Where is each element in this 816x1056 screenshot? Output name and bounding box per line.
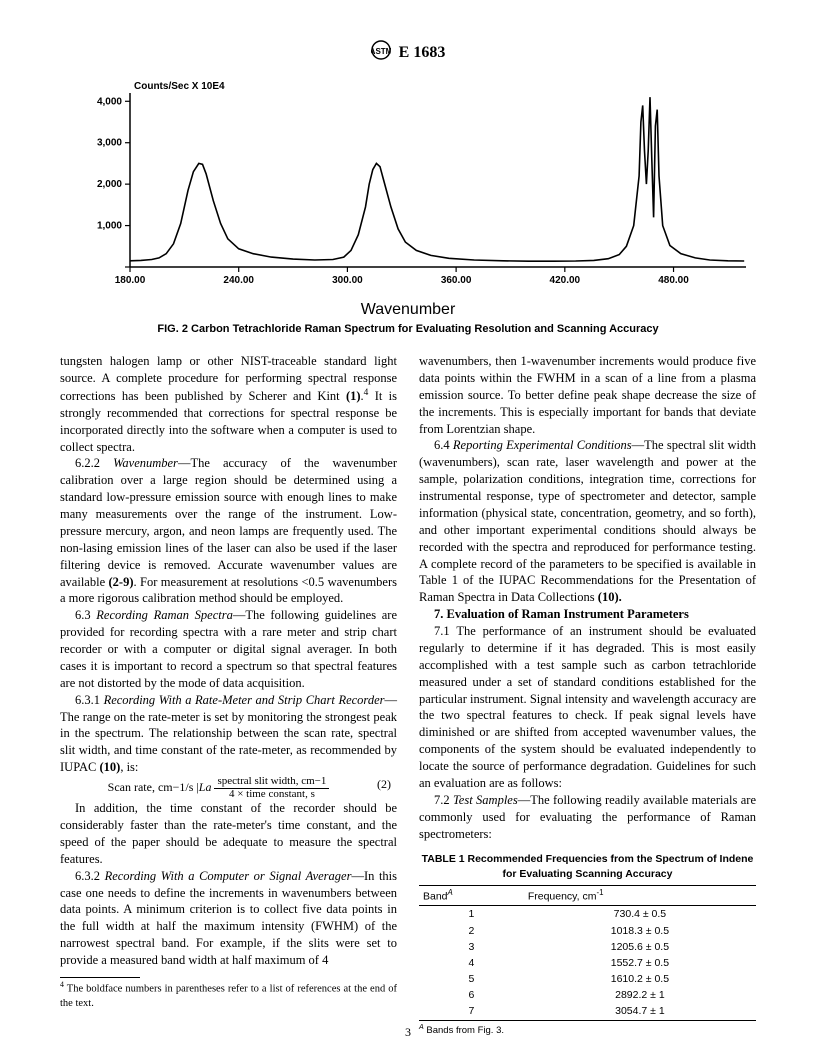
- svg-text:2,000: 2,000: [97, 179, 122, 190]
- figure-caption: FIG. 2 Carbon Tetrachloride Raman Spectr…: [60, 322, 756, 337]
- svg-text:420.00: 420.00: [550, 275, 581, 286]
- table-row: 73054.7 ± 1: [419, 1003, 756, 1020]
- table-1-data: BandA Frequency, cm-1 1730.4 ± 0.521018.…: [419, 885, 756, 1021]
- page-number: 3: [0, 1024, 816, 1040]
- para-tungsten: tungsten halogen lamp or other NIST-trac…: [60, 353, 397, 455]
- svg-text:1,000: 1,000: [97, 220, 122, 231]
- table-1: TABLE 1 Recommended Frequencies from the…: [419, 852, 756, 1037]
- svg-text:180.00: 180.00: [115, 275, 146, 286]
- para-6-3: 6.3 Recording Raman Spectra—The followin…: [60, 607, 397, 691]
- table-title: TABLE 1 Recommended Frequencies from the…: [419, 852, 756, 880]
- svg-text:Counts/Sec X 10E4: Counts/Sec X 10E4: [134, 81, 225, 92]
- para-7-2: 7.2 Test Samples—The following readily a…: [419, 792, 756, 843]
- para-6-2-2: 6.2.2 Wavenumber—The accuracy of the wav…: [60, 455, 397, 607]
- para-7-1: 7.1 The performance of an instrument sho…: [419, 623, 756, 792]
- footnote-rule: [60, 977, 140, 978]
- section-7-title: 7. Evaluation of Raman Instrument Parame…: [419, 606, 756, 623]
- svg-text:3,000: 3,000: [97, 137, 122, 148]
- footnote-4: 4 The boldface numbers in parentheses re…: [60, 980, 397, 1011]
- figure-2-spectrum: 1,000 2,000 3,000 4,000 180.00 240.00 300.00 36…: [60, 75, 756, 295]
- svg-text:360.00: 360.00: [441, 275, 472, 286]
- table-col-band: BandA: [419, 885, 524, 906]
- para-6-3-1b: In addition, the time constant of the re…: [60, 800, 397, 868]
- astm-logo: ASTM: [371, 40, 391, 67]
- page-header: ASTM E 1683: [60, 40, 756, 67]
- svg-text:480.00: 480.00: [658, 275, 689, 286]
- para-6-4: 6.4 Reporting Experimental Conditions—Th…: [419, 437, 756, 606]
- table-row: 62892.2 ± 1: [419, 987, 756, 1003]
- designation: E 1683: [399, 44, 446, 61]
- table-row: 51610.2 ± 0.5: [419, 971, 756, 987]
- table-row: 31205.6 ± 0.5: [419, 939, 756, 955]
- svg-text:4,000: 4,000: [97, 96, 122, 107]
- para-6-3-1: 6.3.1 Recording With a Rate-Meter and St…: [60, 692, 397, 776]
- svg-text:240.00: 240.00: [223, 275, 254, 286]
- table-row: 21018.3 ± 0.5: [419, 923, 756, 939]
- svg-text:ASTM: ASTM: [371, 47, 391, 56]
- para-col2-cont: wavenumbers, then 1-wavenumber increment…: [419, 353, 756, 437]
- table-col-freq: Frequency, cm-1: [524, 885, 756, 906]
- body-columns: tungsten halogen lamp or other NIST-trac…: [60, 353, 756, 1038]
- figure-xlabel: Wavenumber: [60, 299, 756, 321]
- svg-text:300.00: 300.00: [332, 275, 363, 286]
- equation-2: Scan rate, cm−1/s |La spectral slit widt…: [60, 776, 397, 800]
- table-row: 1730.4 ± 0.5: [419, 906, 756, 923]
- table-row: 41552.7 ± 0.5: [419, 955, 756, 971]
- para-6-3-2: 6.3.2 Recording With a Computer or Signa…: [60, 868, 397, 969]
